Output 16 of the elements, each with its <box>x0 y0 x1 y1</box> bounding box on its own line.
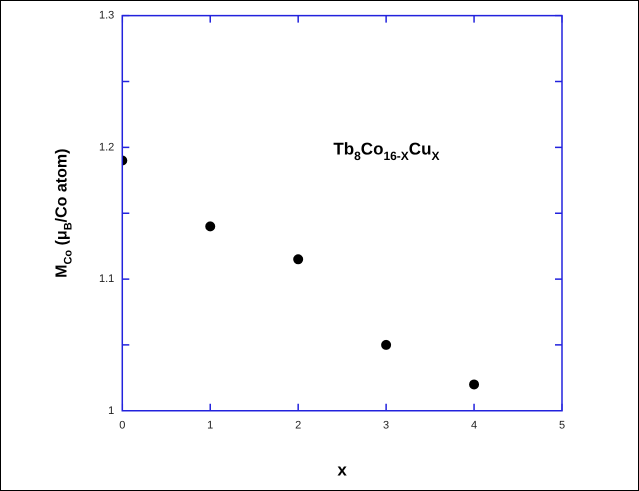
y-tick-label: 1 <box>108 404 114 417</box>
x-tick-label: 0 <box>119 419 126 432</box>
x-tick-label: 1 <box>207 419 214 432</box>
point <box>469 379 480 390</box>
y-tick-label: 1.1 <box>98 273 114 286</box>
x-tick-label: 4 <box>470 419 478 432</box>
point <box>205 221 216 232</box>
point <box>381 340 392 350</box>
y-tick-label: 1.3 <box>98 10 114 22</box>
point <box>293 254 304 264</box>
y-axis-title: MCo (μB/Co atom) <box>54 148 75 278</box>
x-tick-label: 5 <box>558 419 566 432</box>
x-tick-label: 3 <box>383 419 390 432</box>
x-axis-title: x <box>337 460 348 480</box>
y-tick-label: 1.2 <box>98 141 114 154</box>
x-tick-label: 2 <box>295 419 302 432</box>
